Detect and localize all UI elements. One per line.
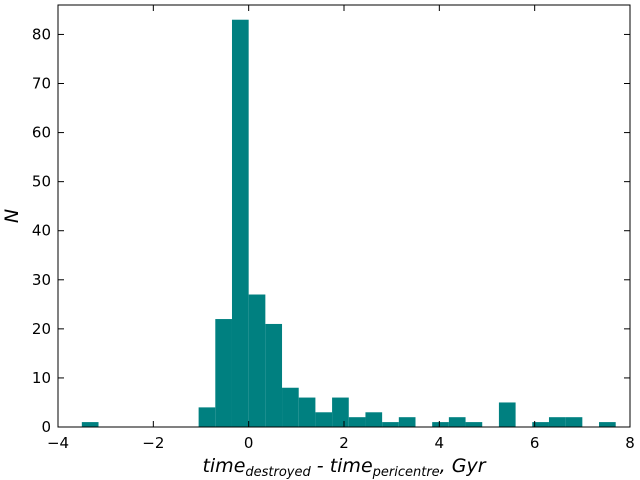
y-tick-label: 20 — [32, 320, 51, 338]
bar — [282, 387, 299, 427]
bar — [599, 422, 616, 427]
y-tick-label: 10 — [32, 369, 51, 387]
x-label-part: , Gyr — [440, 455, 487, 477]
bar — [432, 422, 449, 427]
bar — [315, 412, 333, 427]
bar — [382, 422, 399, 427]
bar — [248, 294, 266, 427]
y-tick-label: 0 — [41, 418, 51, 436]
x-tick-label: −4 — [47, 434, 69, 452]
x-label-part: - time — [311, 455, 373, 477]
bar — [198, 407, 216, 427]
y-tick-label: 50 — [32, 173, 51, 191]
bar — [81, 422, 99, 427]
y-tick-label: 80 — [32, 25, 51, 43]
plot-frame — [57, 4, 631, 428]
bar — [231, 19, 249, 428]
bar — [298, 397, 316, 427]
bar — [215, 319, 232, 427]
bar — [365, 412, 383, 427]
x-axis-label: timedestroyed - timepericentre, Gyr — [202, 455, 486, 480]
x-tick-label: 6 — [530, 434, 540, 452]
x-tick-label: −2 — [142, 434, 164, 452]
bar — [332, 397, 349, 427]
x-tick-label: 4 — [435, 434, 445, 452]
x-tick-label: 8 — [625, 434, 635, 452]
x-label-sub: pericentre — [372, 465, 440, 480]
bar — [348, 417, 366, 427]
x-label-sub: destroyed — [245, 465, 311, 480]
bar — [398, 417, 416, 427]
x-tick-label: 0 — [244, 434, 254, 452]
bar — [448, 417, 466, 427]
y-tick-label: 70 — [32, 75, 51, 93]
y-tick-label: 60 — [32, 124, 51, 142]
bar — [532, 422, 549, 427]
y-tick-label: 40 — [32, 222, 51, 240]
bar — [465, 422, 483, 427]
bar — [548, 417, 566, 427]
x-tick-label: 2 — [339, 434, 349, 452]
y-tick-label: 30 — [32, 271, 51, 289]
bar — [265, 323, 283, 427]
bar — [565, 417, 583, 427]
bar — [498, 402, 516, 427]
x-label-part: time — [202, 455, 245, 477]
y-axis-label: N — [1, 209, 23, 223]
